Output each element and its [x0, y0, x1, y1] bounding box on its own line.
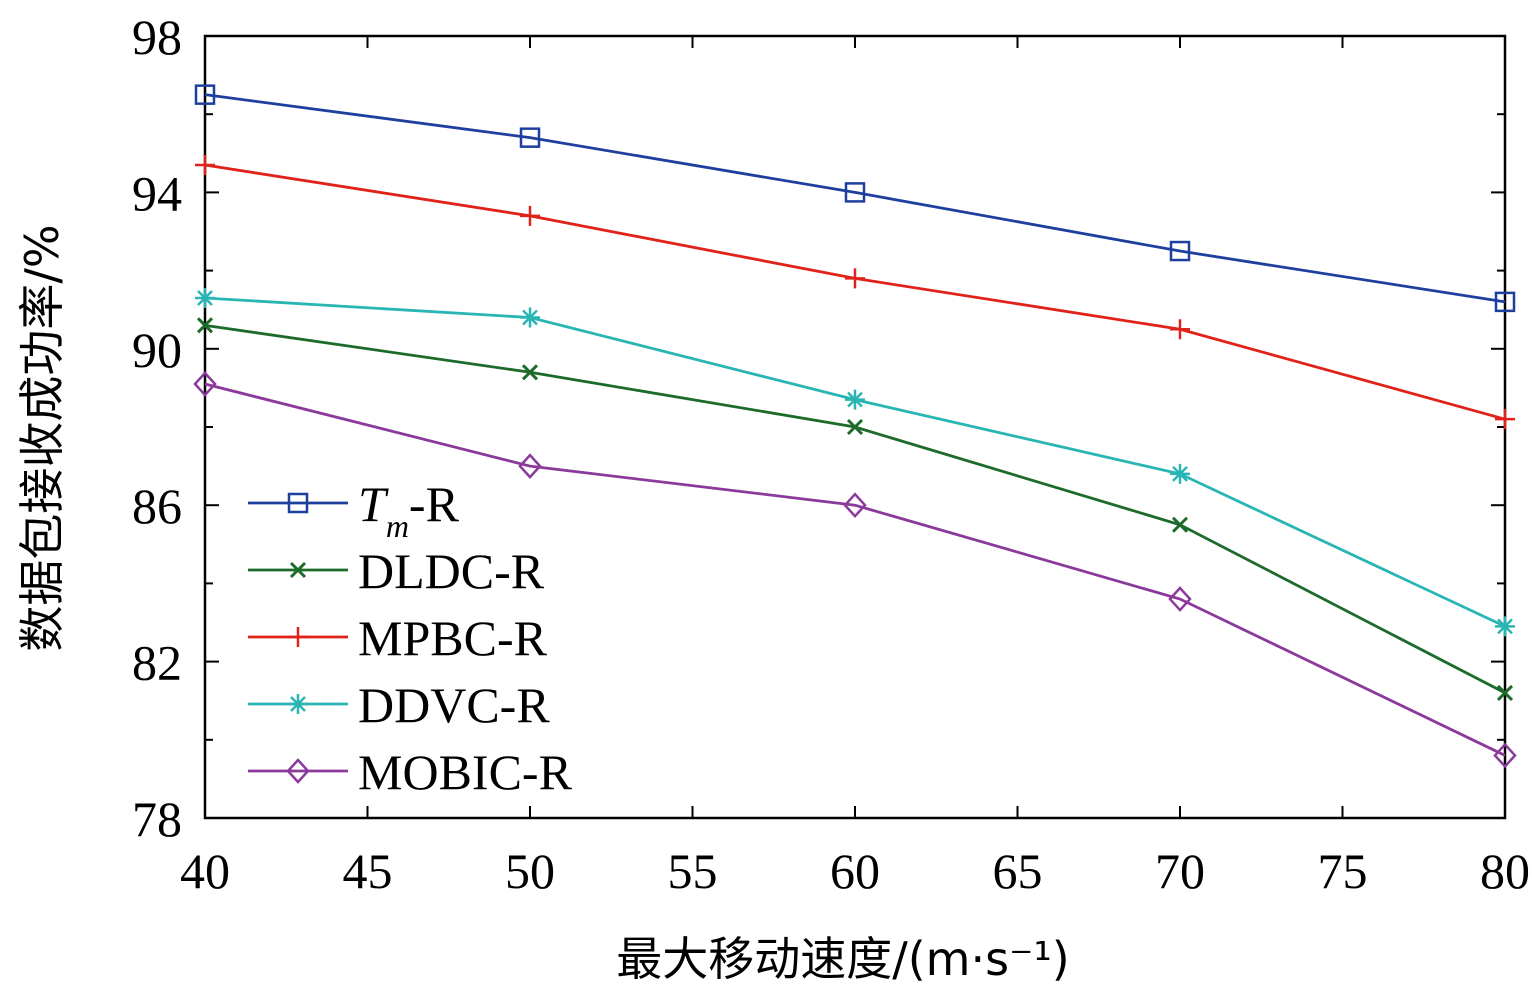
- series-point: [196, 317, 214, 334]
- legend-label: MOBIC-R: [358, 744, 573, 800]
- x-tick-label: 55: [668, 843, 718, 899]
- x-tick-label: 60: [830, 843, 880, 899]
- series-point: [1168, 586, 1192, 612]
- y-tick-label: 90: [132, 322, 182, 378]
- legend-entry: MOBIC-R: [248, 744, 573, 800]
- legend-entry: DLDC-R: [248, 543, 545, 599]
- series-point: [195, 155, 215, 176]
- x-tick-label: 40: [180, 843, 230, 899]
- series-dldc-r: [196, 317, 1514, 701]
- series-line: [204, 382, 1506, 757]
- y-tick-label: 94: [132, 165, 182, 221]
- series-point: [845, 268, 865, 289]
- series-point: [288, 694, 308, 714]
- series-point: [287, 492, 309, 514]
- series-t: [194, 84, 1516, 313]
- y-tick-label: 78: [132, 791, 182, 847]
- series-layer: [193, 84, 1517, 769]
- x-tick-label: 45: [343, 843, 393, 899]
- series-mpbc-r: [195, 155, 1515, 430]
- series-point: [1171, 516, 1189, 533]
- series-point: [1494, 291, 1516, 313]
- series-ddvc-r: [195, 287, 1515, 637]
- series-point: [1495, 616, 1515, 637]
- legend-entry: MPBC-R: [248, 610, 548, 666]
- series-point: [1170, 319, 1190, 340]
- y-tick-label: 82: [132, 635, 182, 691]
- x-tick-label: 70: [1155, 843, 1205, 899]
- legend-label: DLDC-R: [358, 543, 545, 599]
- legend-label: MPBC-R: [358, 610, 548, 666]
- series-point: [193, 371, 217, 397]
- series-point: [1496, 684, 1514, 701]
- series-point: [286, 758, 310, 784]
- x-tick-label: 65: [993, 843, 1043, 899]
- series-line: [204, 163, 1506, 421]
- x-axis-title: 最大移动速度/(m·s⁻¹): [616, 932, 1070, 986]
- series-point: [289, 561, 307, 579]
- axis-ticks: 40 45 50 55 60 65 70 75 80 78 82 86 90 94 98: [132, 9, 1530, 899]
- series-mobic-r: [193, 371, 1517, 769]
- series-point: [1495, 409, 1515, 430]
- legend-label: DDVC-R: [358, 677, 550, 733]
- x-tick-label: 50: [505, 843, 555, 899]
- series-point: [1493, 742, 1517, 769]
- series-point: [518, 453, 542, 479]
- series-point: [519, 127, 541, 148]
- series-point: [1169, 240, 1191, 262]
- series-point: [520, 205, 540, 226]
- legend-label: Tm-R: [358, 476, 460, 544]
- series-point: [288, 627, 308, 647]
- series-point: [195, 287, 215, 308]
- y-tick-label: 86: [132, 478, 182, 534]
- series-point: [194, 84, 216, 105]
- series-point: [844, 182, 866, 203]
- series-point: [843, 492, 867, 519]
- series-point: [1170, 463, 1190, 484]
- series-line: [204, 93, 1506, 304]
- x-tick-label: 80: [1480, 843, 1530, 899]
- y-tick-label: 98: [132, 9, 182, 65]
- series-point: [520, 307, 540, 328]
- legend-entry: Tm-R: [248, 476, 460, 544]
- series-point: [845, 389, 865, 410]
- legend-entry: DDVC-R: [248, 677, 550, 733]
- x-tick-label: 75: [1318, 843, 1368, 899]
- y-axis-title: 数据包接收成功率/%: [15, 224, 69, 651]
- series-point: [846, 418, 864, 436]
- series-point: [521, 364, 539, 381]
